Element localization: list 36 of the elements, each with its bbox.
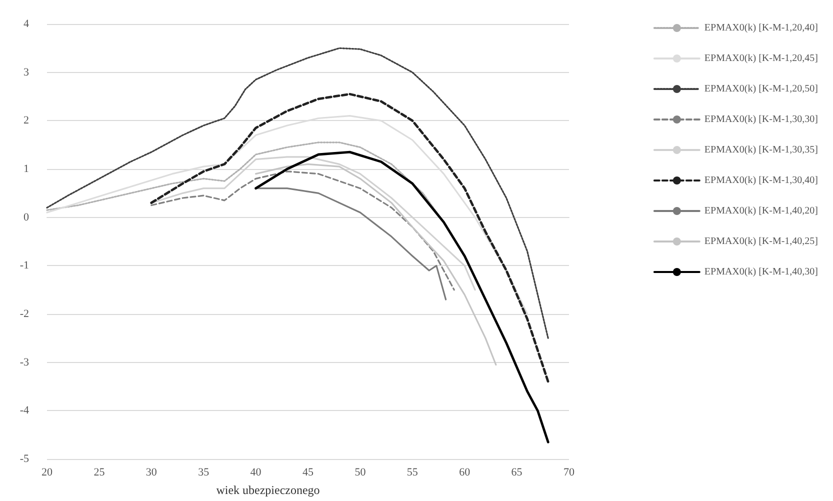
y-tick-label: 2 xyxy=(24,114,29,127)
legend-label: EPMAX0(k) [K-M-1,40,30] xyxy=(704,266,818,278)
x-tick-label: 20 xyxy=(42,466,53,478)
y-tick-label: 1 xyxy=(24,163,29,175)
line-series xyxy=(254,150,550,444)
x-tick-label: 25 xyxy=(94,466,106,478)
x-tick-label: 30 xyxy=(146,466,158,478)
x-tick-label: 45 xyxy=(302,466,314,478)
y-tick-label: 4 xyxy=(24,18,30,30)
x-tick-label: 70 xyxy=(564,466,575,478)
y-tick-label: 0 xyxy=(24,211,30,224)
line-series xyxy=(150,92,550,383)
y-tick-label: -2 xyxy=(20,308,29,320)
legend-label: EPMAX0(k) [K-M-1,30,40] xyxy=(704,175,818,186)
line-series xyxy=(255,188,447,300)
line-series xyxy=(150,170,455,291)
legend-label: EPMAX0(k) [K-M-1,20,50] xyxy=(704,84,818,94)
legend-label: EPMAX0(k) [K-M-1,40,20] xyxy=(704,206,818,216)
x-tick-label: 40 xyxy=(250,466,262,478)
legend-label: EPMAX0(k) [K-M-1,30,35] xyxy=(704,144,818,156)
y-tick-label: -5 xyxy=(20,453,30,465)
y-tick-label: -1 xyxy=(20,260,29,272)
y-tick-label: -3 xyxy=(20,356,30,368)
y-tick-label: 3 xyxy=(24,66,30,78)
x-tick-label: 35 xyxy=(198,466,210,478)
legend-label: EPMAX0(k) [K-M-1,20,40] xyxy=(704,22,818,34)
x-axis-title: wiek ubezpieczonego xyxy=(216,483,320,497)
x-tick-label: 65 xyxy=(511,466,523,478)
line-series xyxy=(46,47,549,339)
legend-label: EPMAX0(k) [K-M-1,20,45] xyxy=(704,53,818,64)
x-tick-label: 55 xyxy=(406,466,418,478)
x-tick-label: 50 xyxy=(354,466,366,478)
legend-label: EPMAX0(k) [K-M-1,40,25] xyxy=(704,236,818,247)
legend-label: EPMAX0(k) [K-M-1,30,30] xyxy=(704,114,818,125)
y-tick-label: -4 xyxy=(20,404,30,417)
x-tick-label: 60 xyxy=(459,466,471,478)
